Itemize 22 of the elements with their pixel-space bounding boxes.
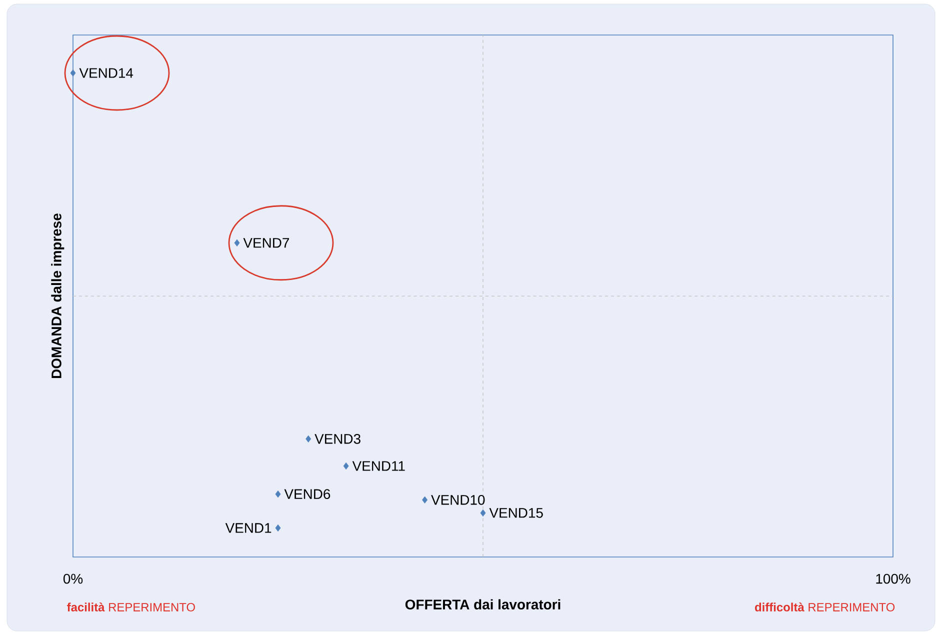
x-tick-label: 0%: [63, 574, 83, 584]
annotation: VEND10: [431, 494, 485, 505]
annotation: VEND7: [243, 238, 290, 248]
point: [480, 509, 486, 517]
x-tick-label: 100%: [876, 574, 910, 584]
x-axis-title: OFFERTA dai lavoratori: [405, 599, 560, 610]
annotation: VEND3: [314, 434, 360, 444]
point: [422, 496, 428, 504]
annotation: VEND6: [284, 489, 330, 500]
point: [70, 69, 76, 77]
point: [306, 435, 312, 442]
annotation: VEND11: [352, 461, 405, 471]
text: difficoltà REPERIMENTO: [755, 602, 895, 612]
annotation: VEND14: [79, 68, 134, 78]
point: [275, 490, 281, 498]
point: [275, 524, 281, 532]
point: [343, 462, 349, 470]
point: [234, 239, 240, 246]
annotation: VEND15: [489, 508, 543, 518]
annotation: VEND1: [225, 523, 272, 533]
text: facilità REPERIMENTO: [67, 602, 195, 612]
y-axis-title: DOMANDA dalle imprese: [51, 214, 64, 378]
